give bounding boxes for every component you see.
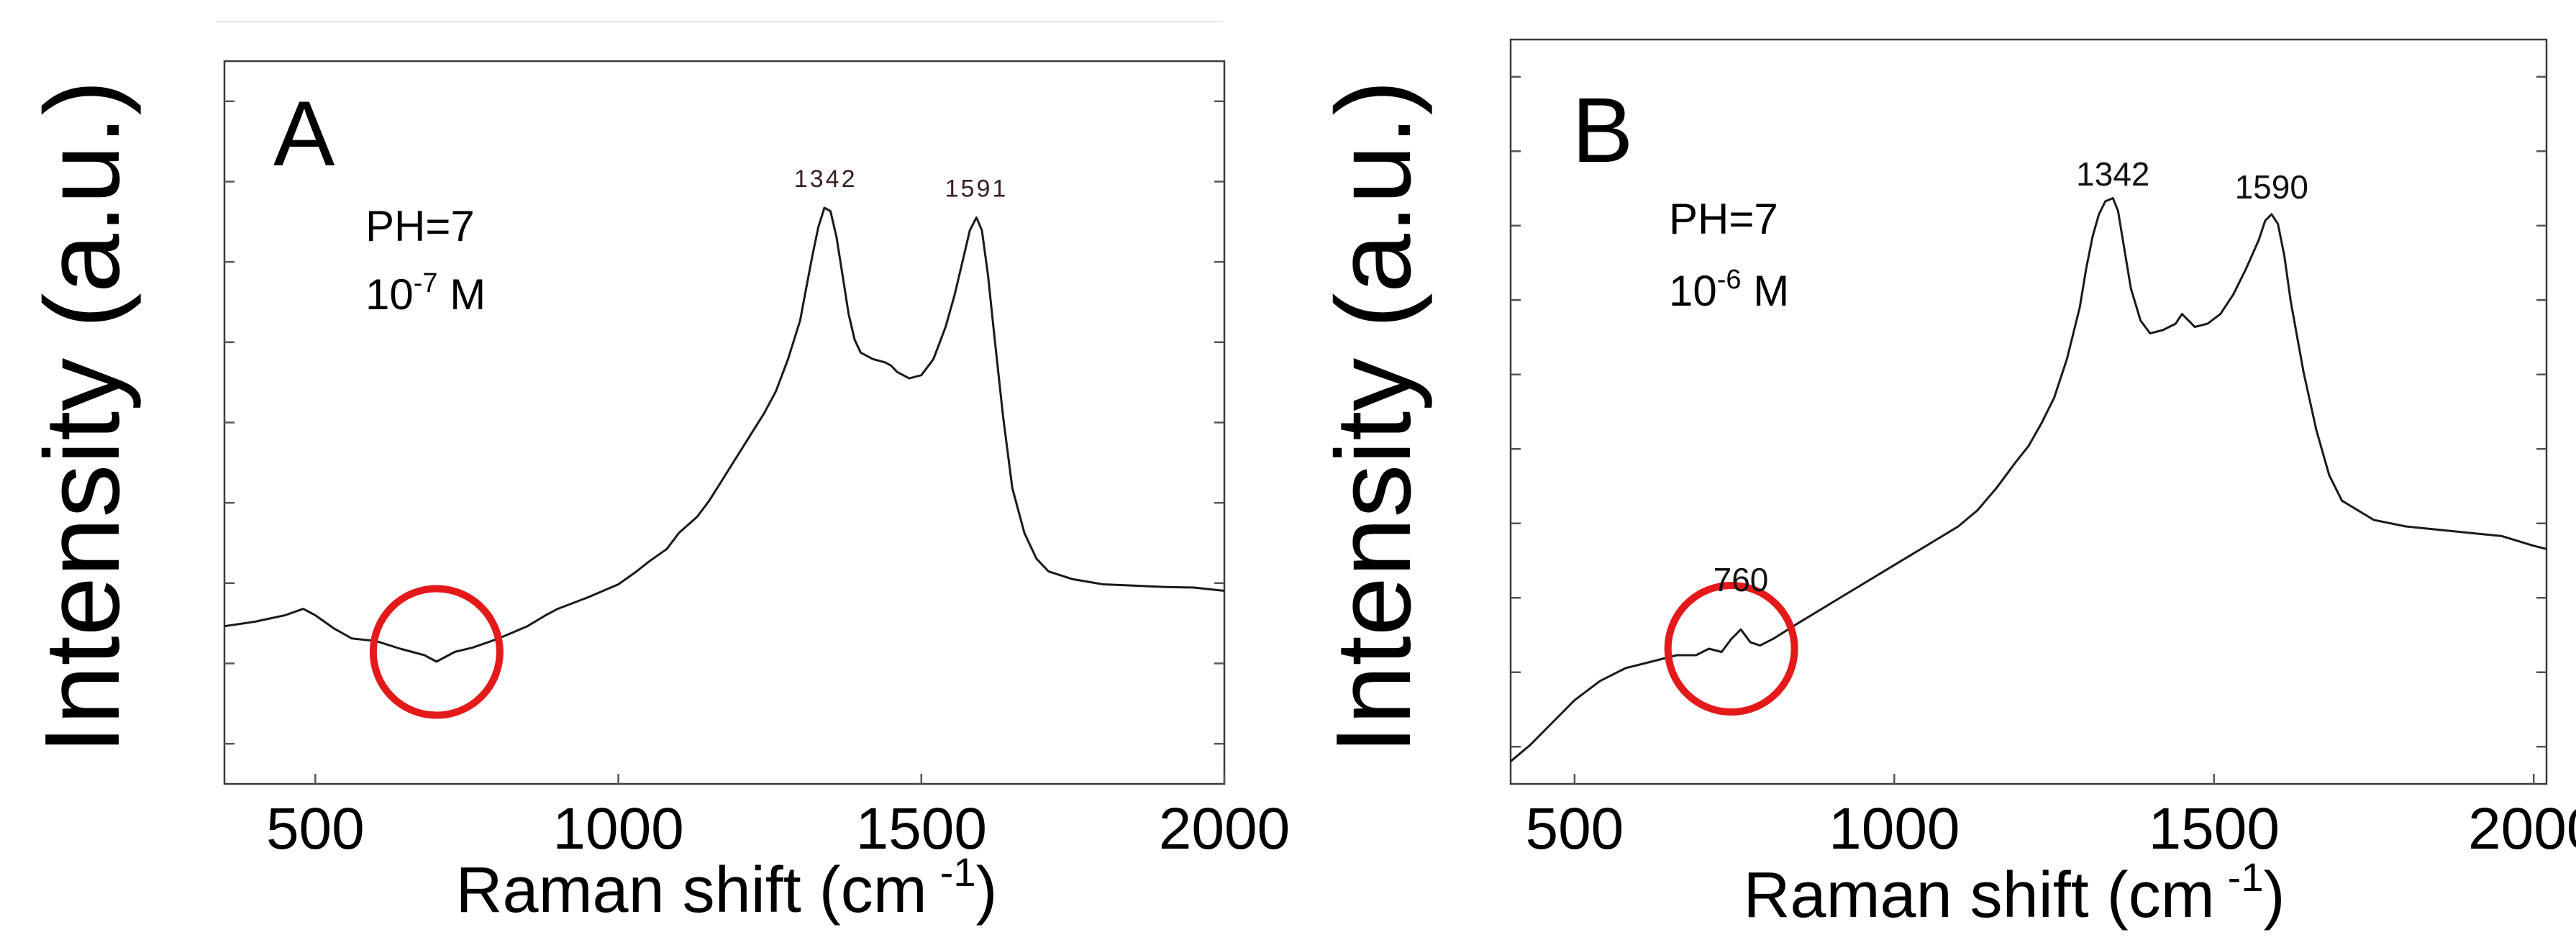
panel-a-xlabel-main: Raman shift (cm: [456, 854, 927, 926]
panel-b-x-ticks: 500 1000 1500 2000: [1525, 774, 2576, 862]
panel-a-concentration: 10-7 M: [365, 268, 486, 319]
panel-a-y-ticks: [224, 100, 1224, 745]
panel-b-peak-labels: 1342 1590 760: [1713, 155, 2308, 598]
panel-a-highlight-circle: [369, 585, 504, 719]
panel-b-xlabel-main: Raman shift (cm: [1744, 859, 2215, 931]
panel-b-peak-label: 1590: [2235, 168, 2308, 206]
panel-b-axes-frame: [1509, 38, 2548, 785]
panel-a-peak-label: 1342: [794, 165, 857, 193]
panel-a-conc-base: 10: [365, 270, 414, 319]
panel-b-letter: B: [1572, 79, 1633, 182]
panel-a-conc-exp: -7: [414, 268, 438, 298]
panel-a-peak-label: 1591: [945, 175, 1009, 202]
panel-b-x-tick-label: 1500: [2149, 796, 2280, 862]
panel-b-ph: PH=7: [1669, 195, 1778, 243]
panel-b-x-tick-label: 2000: [2468, 796, 2576, 862]
panel-a-xlabel-end: ): [975, 854, 997, 926]
panel-a-x-tick-label: 2000: [1159, 796, 1290, 862]
panel-a-x-tick-label: 500: [266, 796, 365, 862]
panel-a-conc-unit: M: [438, 270, 486, 319]
panel-b-y-ticks: [1511, 76, 2547, 748]
panel-b-xlabel-end: ): [2263, 859, 2285, 931]
panel-b-peak-label: 1342: [2076, 155, 2149, 193]
panel-a-letter: A: [273, 83, 335, 186]
panel-a-peak-labels: 1342 1591: [794, 165, 1009, 202]
panel-a-y-axis-label: Intensity (a.u.): [23, 80, 142, 754]
panel-a-x-tick-label: 1500: [856, 796, 987, 862]
panel-b-y-axis-label: Intensity (a.u.): [1314, 80, 1433, 754]
panel-a: 500 1000 1500 2000 1342 1591 A PH=7 10-7 M I…: [23, 60, 1290, 926]
panel-b-xlabel-sup: -1: [2228, 854, 2264, 900]
panel-b-highlight-circle: [1664, 582, 1798, 716]
panel-b-conc-unit: M: [1742, 267, 1790, 315]
panel-b: 500 1000 1500 2000 1342 1590 760 B PH=7 10-6 …: [1314, 38, 2576, 931]
panel-a-ph: PH=7: [365, 202, 475, 250]
panel-b-x-axis-label: Raman shift (cm -1): [1744, 854, 2285, 931]
panel-a-spectrum-line: [224, 206, 1225, 663]
panel-b-concentration: 10-6 M: [1669, 265, 1789, 315]
panel-a-x-ticks: 500 1000 1500 2000: [266, 774, 1290, 862]
panel-b-x-tick-label: 500: [1525, 796, 1624, 862]
panel-b-peak-label: 760: [1713, 561, 1769, 598]
panel-b-x-tick-label: 1000: [1829, 796, 1960, 862]
panel-b-spectrum-line: [1510, 197, 2547, 762]
panel-a-xlabel-sup: -1: [940, 849, 976, 895]
panel-b-conc-base: 10: [1669, 267, 1717, 315]
panel-a-x-tick-label: 1000: [552, 796, 683, 862]
panel-b-conc-exp: -6: [1717, 265, 1742, 295]
panel-a-x-axis-label: Raman shift (cm -1): [456, 849, 998, 926]
